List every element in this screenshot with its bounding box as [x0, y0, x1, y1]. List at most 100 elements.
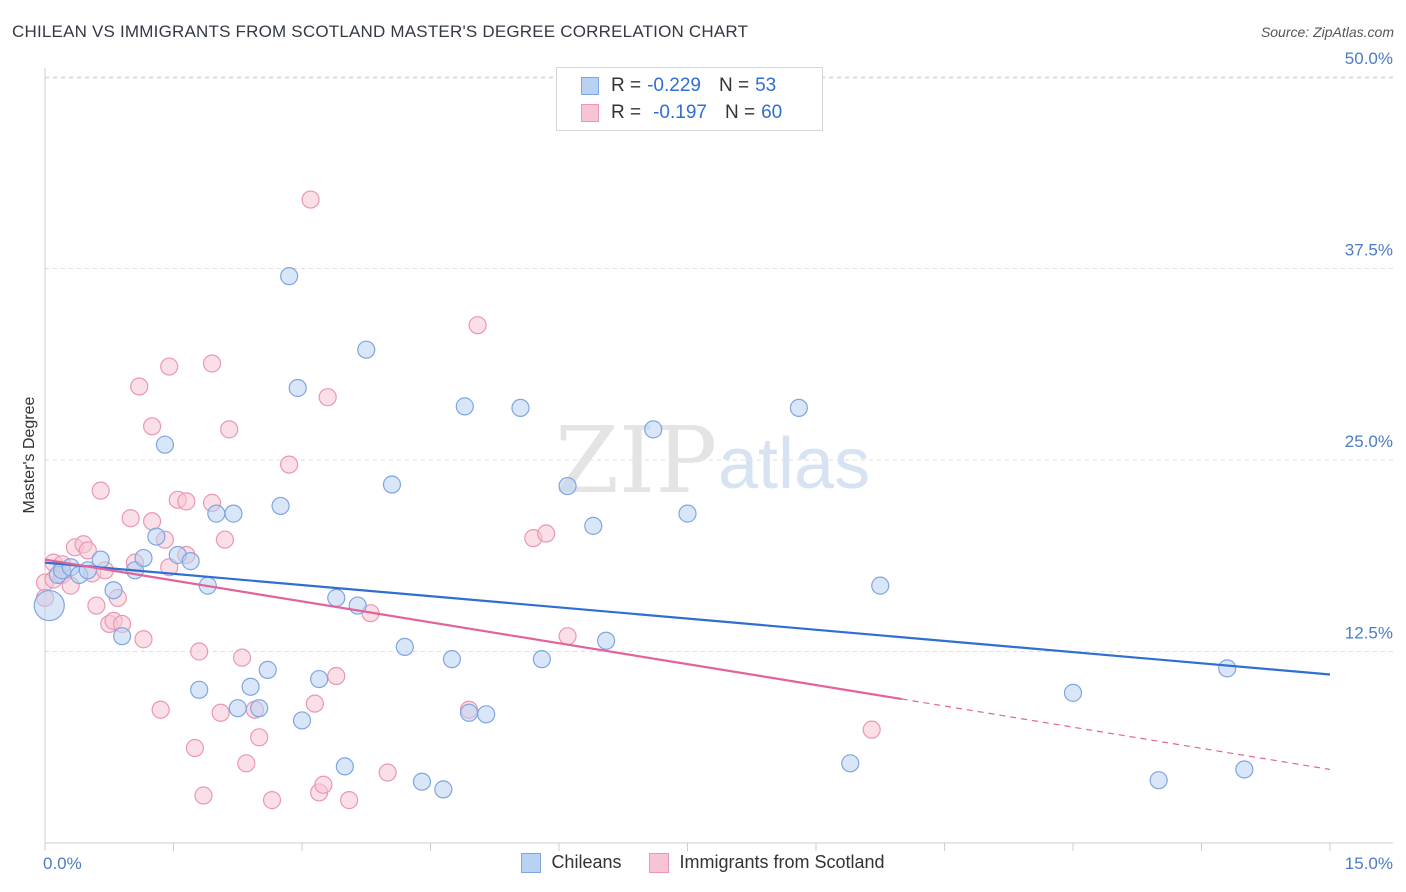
scotland-point	[142, 417, 162, 436]
scotland-point	[87, 596, 106, 615]
chileans-point	[644, 420, 663, 439]
chileans-point	[224, 504, 243, 523]
chileans-point	[33, 589, 65, 622]
legend-n-label: N =	[718, 75, 750, 96]
chileans-point	[511, 398, 530, 418]
scotland-point	[327, 666, 346, 686]
scotland-point	[280, 455, 299, 474]
legend-r-value: -0.229	[647, 75, 701, 96]
axes	[44, 68, 1393, 851]
legend-label-chileans: Chileans	[551, 852, 622, 872]
chileans-point	[241, 677, 260, 696]
watermark-atlas: atlas	[718, 424, 870, 504]
correlation-legend: R = -0.229 N = 53 R = -0.197 N = 60	[556, 67, 823, 131]
grid-lines	[45, 76, 1393, 652]
legend-r-label: R =	[611, 75, 642, 96]
chileans-point	[190, 680, 209, 699]
watermark: ZIP atlas	[555, 407, 870, 514]
chileans-point	[327, 588, 346, 607]
chileans-point	[871, 576, 890, 595]
scotland-point	[202, 354, 222, 373]
y-tick-label: 37.5%	[1345, 241, 1393, 260]
scotland-point	[151, 700, 170, 719]
scotland-point	[537, 524, 556, 543]
trend-line-scotland-extrapolated	[901, 698, 1331, 771]
legend-item-scotland[interactable]: Immigrants from Scotland	[649, 852, 885, 873]
chileans-point	[288, 378, 307, 398]
scotland-point	[177, 492, 196, 511]
legend-swatch-chileans	[521, 852, 542, 873]
scotland-point	[78, 541, 97, 560]
scotland-point	[232, 648, 252, 667]
scotland-point	[314, 775, 333, 794]
chileans-point	[789, 398, 808, 418]
chileans-point	[134, 548, 153, 568]
scotland-point	[262, 791, 282, 810]
legend-swatch-scotland	[581, 104, 599, 122]
y-tick-label: 50.0%	[1345, 49, 1393, 68]
chileans-point	[310, 669, 329, 689]
x-tick-label-max: 15.0%	[1345, 854, 1393, 873]
chileans-point	[412, 772, 432, 791]
chileans-point	[532, 650, 551, 669]
legend-n-label: N =	[724, 102, 756, 123]
chileans-point	[258, 660, 277, 679]
chileans-point	[382, 475, 402, 494]
chileans-point	[558, 476, 577, 496]
scotland-point	[121, 509, 140, 528]
legend-row-chileans: R = -0.229 N = 53	[581, 73, 776, 99]
chart-title: CHILEAN VS IMMIGRANTS FROM SCOTLAND MAST…	[12, 22, 749, 41]
legend-n-value: 60	[761, 102, 783, 123]
chileans-point	[459, 703, 479, 722]
scotland-point	[91, 481, 110, 500]
scotland-point	[318, 388, 337, 407]
scotland-point	[220, 420, 239, 439]
legend-item-chileans[interactable]: Chileans	[521, 852, 621, 873]
scotland-point	[211, 703, 230, 722]
chileans-point	[91, 550, 110, 569]
legend-n-value: 53	[755, 75, 777, 96]
chileans-point	[477, 705, 496, 724]
series-chileans-points	[33, 267, 1254, 799]
legend-r-label: R =	[611, 102, 642, 123]
trend-line-scotland	[44, 558, 902, 701]
scotland-point	[378, 763, 397, 782]
chileans-point	[147, 527, 166, 546]
scotland-point	[142, 512, 162, 531]
scotland-point	[468, 316, 487, 335]
scotland-point	[160, 357, 179, 376]
legend-label-scotland: Immigrants from Scotland	[679, 852, 885, 872]
y-axis-label: Master's Degree	[21, 396, 38, 513]
chileans-point	[335, 757, 354, 776]
series-legend: Chileans Immigrants from Scotland	[0, 852, 1406, 873]
chileans-point	[155, 435, 175, 454]
chileans-point	[181, 552, 200, 571]
trend-lines	[44, 558, 1331, 771]
scotland-point	[558, 627, 577, 646]
chileans-point	[280, 267, 299, 286]
chileans-point	[434, 780, 453, 799]
legend-row-scotland: R = -0.197 N = 60	[581, 100, 782, 126]
chileans-point	[597, 631, 616, 650]
chileans-point	[1149, 771, 1168, 790]
chileans-point	[442, 650, 462, 669]
chileans-point	[678, 504, 697, 523]
chileans-point	[357, 340, 376, 359]
legend-r-value: -0.197	[653, 102, 707, 123]
scotland-point	[862, 720, 881, 739]
scotland-point	[134, 630, 153, 649]
chileans-point	[584, 516, 603, 535]
scotland-point	[194, 786, 213, 805]
y-tick-labels: 12.5% 25.0% 37.5% 50.0%	[1345, 49, 1393, 643]
trend-line-chileans	[44, 561, 1331, 676]
chileans-point	[1063, 683, 1083, 702]
x-tick-label-min: 0.0%	[43, 854, 82, 873]
chileans-point	[841, 754, 860, 773]
scotland-point	[237, 754, 256, 773]
y-tick-label: 12.5%	[1345, 624, 1393, 643]
chileans-point	[112, 627, 132, 646]
scotland-point	[215, 530, 234, 549]
scotland-point	[190, 642, 209, 661]
legend-swatch-scotland	[649, 852, 670, 873]
chileans-point	[250, 699, 269, 718]
